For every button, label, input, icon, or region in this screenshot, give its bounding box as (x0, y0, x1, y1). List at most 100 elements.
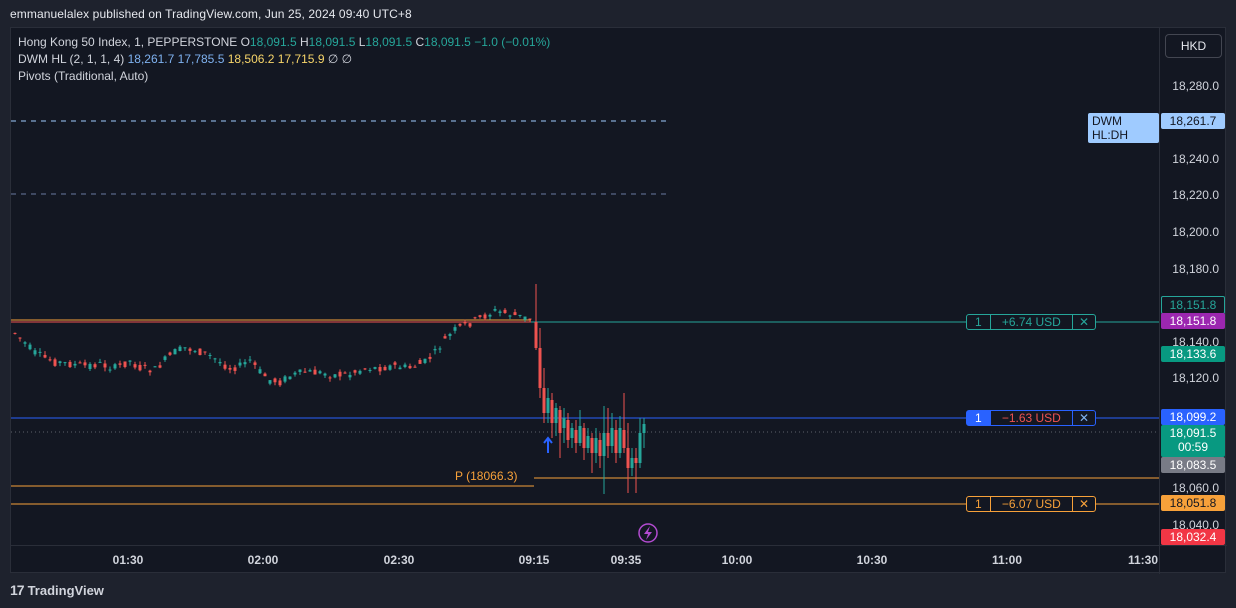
candle (528, 318, 532, 320)
candlestick-chart[interactable] (11, 28, 1159, 545)
candle (493, 309, 497, 311)
candle (248, 359, 252, 361)
candle (483, 314, 487, 319)
candle (642, 424, 646, 433)
sl-order[interactable]: 1 −6.07 USD ✕ (966, 496, 1096, 512)
candle (373, 367, 377, 369)
entry-order[interactable]: 1 −1.63 USD ✕ (966, 410, 1096, 426)
close-value: 18,091.5 (424, 35, 471, 49)
x-tick: 11:00 (991, 553, 1023, 567)
sl-price-tag: 18,051.8 (1161, 495, 1225, 511)
candle (143, 364, 147, 366)
axis-corner (1159, 545, 1227, 574)
candle (73, 363, 77, 366)
dwm-price-tag: 18,261.7 (1161, 113, 1225, 129)
candle (318, 371, 322, 374)
candle (98, 361, 102, 363)
candle (550, 400, 554, 423)
tp-outline-tag: 18,151.8 (1161, 296, 1225, 314)
dwm-value-3: 18,506.2 (227, 52, 275, 66)
x-tick: 02:30 (383, 553, 415, 567)
candle (223, 364, 227, 369)
candle (133, 364, 137, 368)
candle (168, 352, 172, 355)
change-value: −1.0 (−0.01%) (474, 35, 551, 49)
y-tick: 18,200.0 (1172, 225, 1219, 239)
symbol-row[interactable]: Hong Kong 50 Index, 1, PEPPERSTONE O18,0… (18, 34, 550, 51)
candle (498, 311, 502, 313)
candle (562, 418, 566, 428)
candle (163, 356, 167, 360)
candle (93, 364, 97, 368)
candle (268, 380, 272, 384)
candle (403, 364, 407, 368)
candle (273, 378, 277, 383)
x-tick: 10:30 (856, 553, 888, 567)
chart-legend: Hong Kong 50 Index, 1, PEPPERSTONE O18,0… (18, 34, 550, 85)
candle (398, 367, 402, 370)
candle (253, 362, 257, 365)
candle (148, 370, 152, 373)
pivots-label: Pivots (Traditional, Auto) (18, 69, 149, 83)
candle (626, 448, 630, 468)
candle (570, 428, 574, 438)
candle (438, 348, 442, 350)
low-value: 18,091.5 (365, 35, 413, 49)
last-price: 18,091.5 (1169, 426, 1217, 440)
currency-button[interactable]: HKD (1165, 34, 1222, 58)
candle (263, 373, 267, 377)
entry-pnl: −1.63 USD (1001, 411, 1061, 425)
tp-pnl: +6.74 USD (1001, 315, 1061, 329)
candle (590, 438, 594, 453)
candle (433, 349, 437, 351)
candle (48, 359, 52, 361)
candle (408, 365, 412, 369)
dwm-row[interactable]: DWM HL (2, 1, 1, 4) 18,261.7 17,785.5 18… (18, 51, 550, 68)
pivots-row[interactable]: Pivots (Traditional, Auto) (18, 68, 550, 85)
candle (363, 368, 367, 370)
candle (123, 361, 127, 367)
candle (88, 363, 92, 369)
candle (428, 356, 432, 359)
candle (128, 360, 132, 362)
candle (23, 342, 27, 344)
dwm-value-2: 17,785.5 (177, 52, 225, 66)
candle (28, 344, 32, 350)
candle (33, 350, 37, 355)
brand-name: TradingView (27, 582, 104, 598)
candle (542, 388, 546, 413)
candle (333, 374, 337, 378)
low-price-tag: 18,032.4 (1161, 529, 1225, 545)
flash-icon (638, 523, 658, 543)
x-tick: 11:30 (1127, 553, 1159, 567)
y-tick: 18,240.0 (1172, 152, 1219, 166)
footer-brand[interactable]: 17 TradingView (10, 582, 104, 598)
candle (328, 377, 332, 379)
candle (546, 398, 550, 413)
close-icon[interactable]: ✕ (1072, 411, 1095, 425)
candle (488, 314, 492, 317)
candle (598, 440, 602, 456)
close-label: C (415, 35, 425, 49)
candle (288, 376, 292, 380)
candle (606, 433, 610, 446)
tp-order[interactable]: 1 +6.74 USD ✕ (966, 314, 1096, 330)
price-axis[interactable]: 18,280.0 18,240.0 18,220.0 18,200.0 18,1… (1159, 28, 1227, 545)
candle (173, 349, 177, 355)
candle (198, 348, 202, 356)
time-axis[interactable]: 01:30 02:00 02:30 09:15 09:35 10:00 10:3… (11, 545, 1159, 574)
candle (578, 426, 582, 443)
candle (38, 351, 42, 353)
x-tick: 10:00 (721, 553, 753, 567)
candle (554, 408, 558, 423)
candle (63, 362, 67, 364)
candle (158, 365, 162, 368)
candle (574, 430, 578, 443)
close-icon[interactable]: ✕ (1072, 315, 1095, 329)
close-icon[interactable]: ✕ (1072, 497, 1095, 511)
chart-plot-area[interactable]: Hong Kong 50 Index, 1, PEPPERSTONE O18,0… (11, 28, 1159, 545)
last-price-tag: 18,091.5 00:59 (1161, 425, 1225, 457)
candle (218, 361, 222, 364)
open-value: 18,091.5 (249, 35, 297, 49)
candle (383, 366, 387, 371)
